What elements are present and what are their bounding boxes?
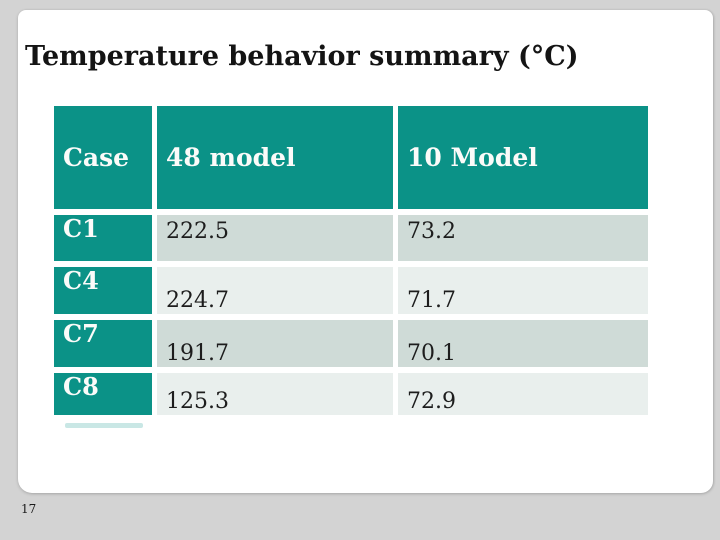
case-cell-c8: C8 [54,373,152,415]
value-cell-48-model-c1: 222.5 [157,215,393,261]
case-cell-c4: C4 [54,267,152,314]
slide-content-panel: Temperature behavior summary (°C) Case 4… [18,10,713,493]
table-shadow-sliver [65,423,143,428]
case-cell-c7: C7 [54,320,152,367]
value-cell-10-model-c7: 70.1 [398,320,648,367]
temperature-table: Case 48 model 10 Model C1 222.5 73.2 C4 … [54,106,648,415]
column-header-10-model: 10 Model [398,106,648,209]
case-cell-c1: C1 [54,215,152,261]
value-cell-10-model-c4: 71.7 [398,267,648,314]
value-cell-48-model-c7: 191.7 [157,320,393,367]
value-cell-10-model-c1: 73.2 [398,215,648,261]
slide-title: Temperature behavior summary (°C) [25,41,579,72]
value-cell-10-model-c8: 72.9 [398,373,648,415]
column-header-48-model: 48 model [157,106,393,209]
value-cell-48-model-c4: 224.7 [157,267,393,314]
page-number: 17 [21,502,37,516]
value-cell-48-model-c8: 125.3 [157,373,393,415]
column-header-case: Case [54,106,152,209]
